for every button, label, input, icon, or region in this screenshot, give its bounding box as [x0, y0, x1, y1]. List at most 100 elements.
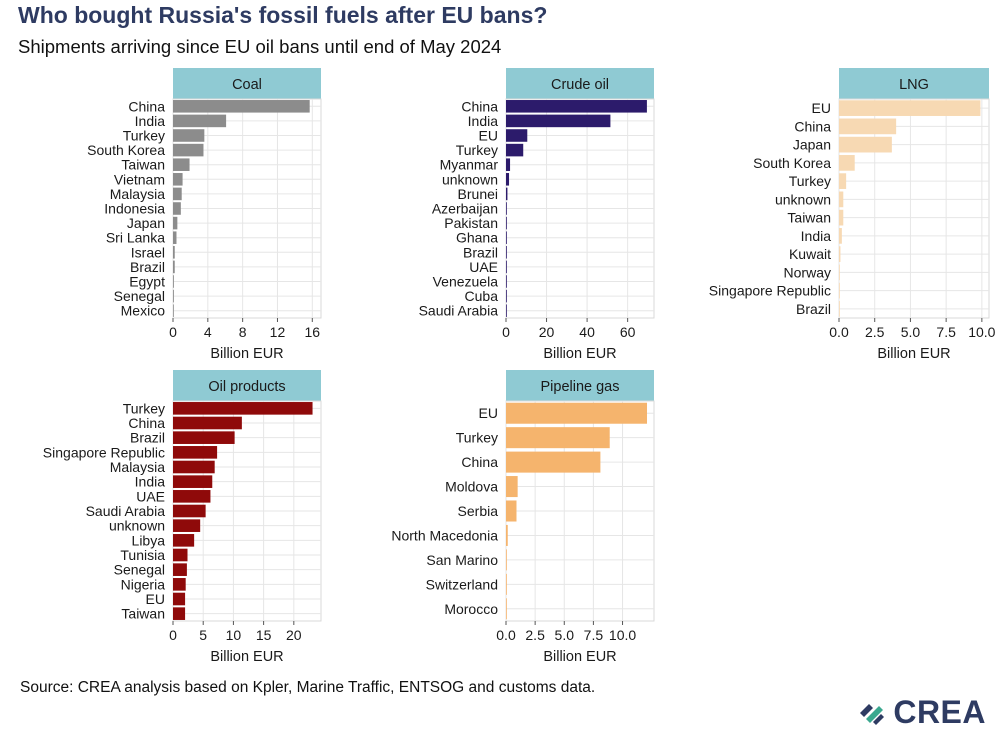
category-label: Ghana — [456, 230, 498, 246]
category-label: Pakistan — [444, 215, 498, 231]
bar-oil-products-libya — [173, 534, 195, 547]
category-label: Myanmar — [440, 157, 499, 173]
x-tick-label: 5 — [199, 627, 207, 643]
crea-logo: CREA — [857, 694, 986, 731]
bar-lng-unknown — [839, 191, 844, 208]
category-label: Tunisia — [120, 547, 165, 563]
bar-coal-taiwan — [173, 158, 190, 171]
bar-oil-products-brazil — [173, 431, 235, 444]
x-tick-label: 0 — [502, 324, 510, 340]
category-label: Brazil — [796, 301, 831, 317]
category-label: Norway — [784, 264, 831, 280]
category-label: Serbia — [458, 503, 499, 519]
bar-oil-products-turkey — [173, 402, 313, 415]
category-label: Brazil — [463, 244, 498, 260]
category-label: Senegal — [114, 288, 165, 304]
bar-lng-japan — [839, 136, 892, 153]
strip-title-crude-oil: Crude oil — [551, 77, 609, 93]
chart-title: Who bought Russia's fossil fuels after E… — [18, 2, 548, 28]
bar-lng-taiwan — [839, 209, 844, 226]
bar-crude-oil-saudi-arabia — [506, 304, 507, 317]
bar-lng-south-korea — [839, 155, 855, 171]
crea-logo-icon — [860, 703, 885, 725]
category-label: Saudi Arabia — [419, 303, 499, 319]
category-label: China — [461, 98, 498, 114]
category-label: Vietnam — [114, 171, 165, 187]
category-label: India — [135, 474, 166, 490]
category-label: EU — [479, 128, 498, 144]
category-label: San Marino — [426, 552, 498, 568]
x-tick-label: 5.0 — [555, 627, 575, 643]
bar-oil-products-senegal — [173, 563, 187, 576]
category-label: India — [135, 113, 166, 129]
category-label: unknown — [775, 191, 831, 207]
category-label: Brazil — [130, 259, 165, 275]
category-label: Turkey — [123, 400, 165, 416]
bar-oil-products-eu — [173, 592, 186, 606]
category-label: Taiwan — [121, 157, 165, 173]
bar-oil-products-india — [173, 475, 213, 488]
bar-crude-oil-india — [506, 114, 611, 128]
source-note: Source: CREA analysis based on Kpler, Ma… — [20, 679, 596, 696]
bar-lng-india — [839, 228, 842, 244]
x-tick-label: 10.0 — [609, 627, 636, 643]
bar-coal-israel — [173, 246, 175, 259]
category-label: Malaysia — [110, 459, 165, 475]
category-label: Mexico — [121, 303, 166, 319]
bar-coal-turkey — [173, 129, 205, 142]
category-label: Singapore Republic — [43, 444, 165, 460]
category-label: India — [801, 228, 832, 244]
bar-oil-products-tunisia — [173, 548, 188, 562]
bar-coal-egypt — [173, 275, 174, 288]
strip-coal — [173, 68, 321, 99]
bar-coal-japan — [173, 216, 178, 230]
x-tick-label: 16 — [305, 324, 321, 340]
bar-lng-norway — [839, 264, 840, 281]
x-axis-label: Billion EUR — [543, 346, 616, 362]
bar-oil-products-singapore-republic — [173, 446, 218, 459]
bar-pipeline-gas-morocco — [506, 598, 507, 620]
category-label: China — [461, 454, 498, 470]
bar-coal-brazil — [173, 260, 175, 274]
x-tick-label: 5.0 — [901, 324, 921, 340]
x-tick-label: 0.0 — [496, 627, 516, 643]
x-tick-label: 40 — [579, 324, 595, 340]
category-label: Nigeria — [121, 576, 166, 592]
x-axis-label: Billion EUR — [543, 649, 616, 665]
panel-crude-oil: Crude oil ChinaIndiaEUTurkeyMyanmarunknow… — [419, 68, 655, 362]
x-tick-label: 2.5 — [865, 324, 885, 340]
bar-lng-brazil — [839, 301, 840, 317]
category-label: Venezuela — [433, 274, 499, 290]
category-label: UAE — [136, 488, 165, 504]
category-label: Brazil — [130, 430, 165, 446]
category-label: unknown — [109, 518, 165, 534]
category-label: Indonesia — [104, 201, 165, 217]
category-label: Morocco — [444, 601, 498, 617]
category-label: unknown — [442, 171, 498, 187]
x-tick-label: 20 — [286, 627, 302, 643]
category-label: Singapore Republic — [709, 283, 831, 299]
category-label: South Korea — [87, 142, 165, 158]
strip-crude-oil — [506, 68, 654, 99]
x-tick-label: 60 — [620, 324, 636, 340]
category-label: Egypt — [129, 274, 165, 290]
x-tick-label: 0 — [169, 627, 177, 643]
x-tick-label: 7.5 — [936, 324, 956, 340]
x-tick-label: 7.5 — [584, 627, 604, 643]
x-tick-label: 10 — [226, 627, 242, 643]
bar-coal-mexico — [173, 304, 174, 317]
category-label: Senegal — [114, 562, 165, 578]
category-label: Moldova — [445, 479, 498, 495]
category-label: India — [468, 113, 499, 129]
x-tick-label: 4 — [204, 324, 212, 340]
bar-lng-eu — [839, 100, 981, 116]
bar-oil-products-taiwan — [173, 607, 186, 620]
category-label: Japan — [793, 137, 831, 153]
category-label: Malaysia — [110, 186, 165, 202]
category-label: China — [128, 415, 165, 431]
bar-coal-india — [173, 114, 227, 128]
bar-crude-oil-venezuela — [506, 275, 507, 288]
bar-crude-oil-eu — [506, 129, 528, 142]
category-label: Sri Lanka — [106, 230, 165, 246]
